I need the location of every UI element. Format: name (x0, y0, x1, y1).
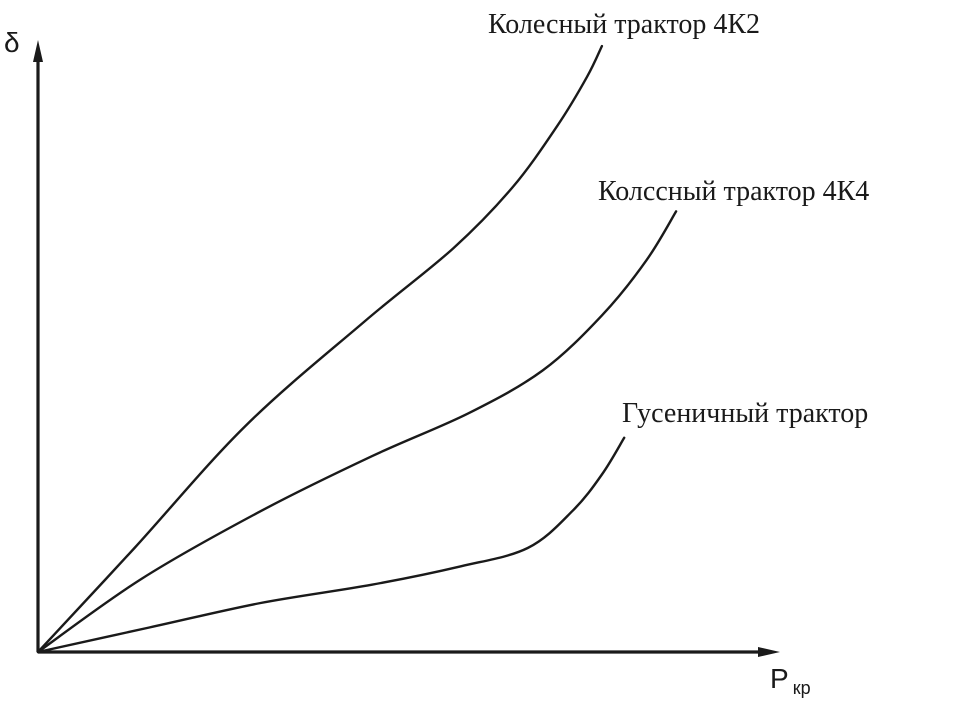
y-axis-arrowhead (33, 40, 43, 62)
series-label-1: Колесный трактор 4К2 (488, 9, 760, 40)
series-line-3 (36, 436, 626, 654)
series-line-1 (36, 44, 604, 654)
y-axis-label: δ (4, 27, 20, 58)
series-label-3: Гусеничный трактор (622, 398, 868, 429)
series-label-2: Колссный трактор 4К4 (598, 176, 869, 207)
x-axis-label-main: P (770, 663, 789, 694)
series-layer: Колесный трактор 4К2 Колссный трактор 4К4… (36, 9, 869, 654)
series-line-2 (36, 210, 678, 654)
x-axis-label-subscript: кр (793, 678, 811, 698)
axes (33, 40, 780, 657)
x-axis-arrowhead (758, 647, 780, 657)
